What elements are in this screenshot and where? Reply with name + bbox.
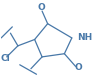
Text: NH: NH: [77, 33, 93, 42]
Text: O: O: [74, 63, 82, 72]
Text: Cl: Cl: [1, 54, 11, 63]
Text: O: O: [37, 3, 45, 12]
